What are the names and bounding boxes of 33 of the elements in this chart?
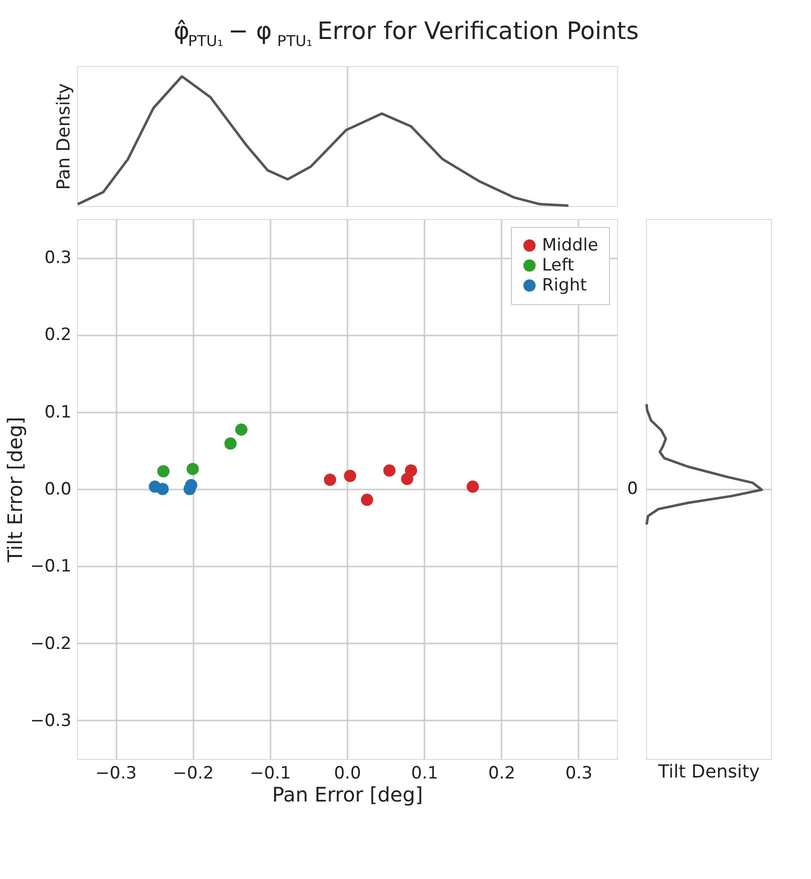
x-tick-label: 0.1 bbox=[411, 764, 438, 784]
point bbox=[157, 465, 170, 478]
x-tick-label: −0.3 bbox=[95, 764, 137, 784]
point bbox=[186, 462, 199, 476]
x-axis-title: Pan Error [deg] bbox=[272, 782, 423, 806]
y-tick-label: −0.3 bbox=[30, 710, 72, 731]
y-axis-title: Pan Density bbox=[54, 82, 74, 190]
point bbox=[344, 470, 356, 482]
text: 0 bbox=[627, 479, 638, 499]
legend-label: Left bbox=[542, 256, 574, 276]
x-tick-label: −0.2 bbox=[172, 764, 214, 784]
point bbox=[156, 482, 169, 496]
point bbox=[383, 464, 396, 477]
y-tick-label: −0.1 bbox=[30, 556, 72, 577]
x-tick-label: 0.0 bbox=[334, 764, 362, 784]
legend-label: Right bbox=[542, 276, 588, 296]
point bbox=[401, 472, 414, 486]
y-tick-label: 0.0 bbox=[44, 480, 72, 500]
y-tick-label: 0.2 bbox=[44, 325, 72, 346]
y-axis-title: Tilt Error [deg] bbox=[3, 416, 28, 564]
y-tick-label: 0.1 bbox=[44, 402, 72, 422]
point bbox=[224, 437, 237, 450]
point bbox=[235, 423, 248, 436]
point bbox=[324, 474, 336, 486]
y-tick-label: −0.2 bbox=[30, 634, 72, 654]
point bbox=[466, 480, 479, 493]
y-tick-label: 0.3 bbox=[44, 248, 72, 268]
x-tick-label: 0.2 bbox=[488, 764, 516, 784]
x-tick-label: 0.3 bbox=[565, 764, 592, 784]
legend-label: Middle bbox=[542, 236, 598, 256]
point bbox=[360, 494, 374, 506]
x-tick-label: −0.1 bbox=[250, 764, 291, 784]
x-axis-title: Tilt Density bbox=[657, 762, 760, 782]
